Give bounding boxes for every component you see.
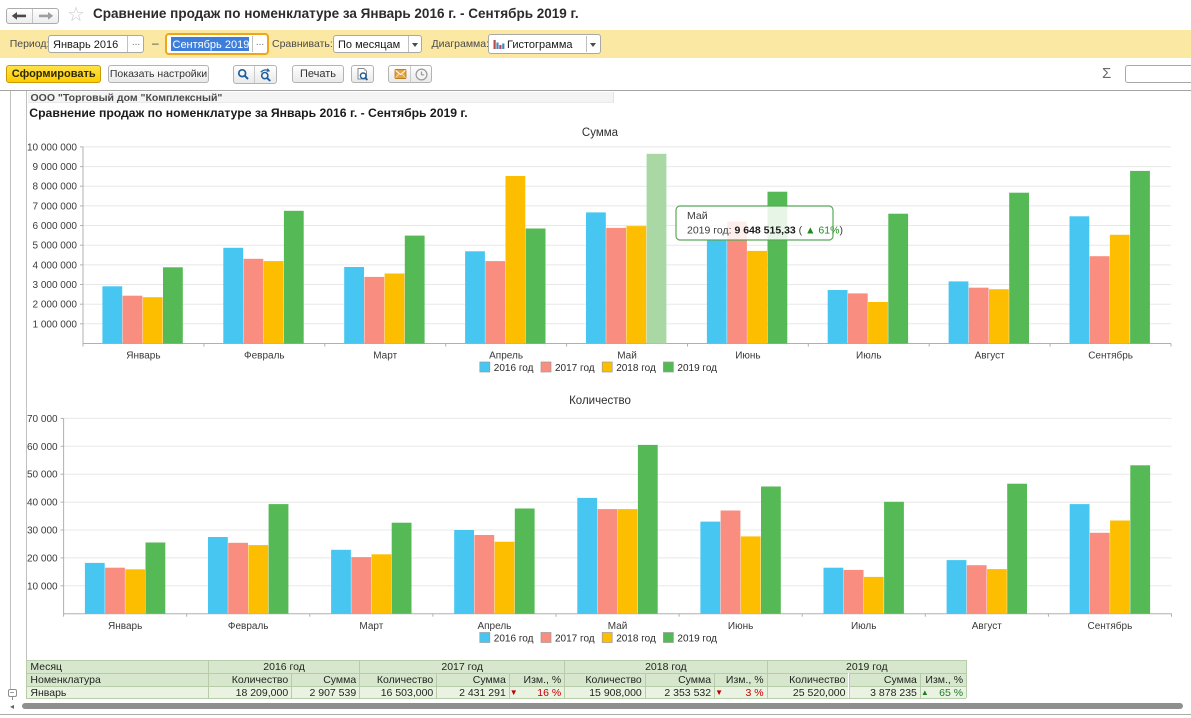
svg-text:Количество: Количество: [569, 395, 631, 407]
svg-text:Март: Март: [373, 351, 397, 362]
svg-text:30 000: 30 000: [27, 526, 58, 537]
svg-text:Апрель: Апрель: [477, 621, 511, 632]
svg-text:2019 год: 9 648 515,33 ( ▲ 61%: 2019 год: 9 648 515,33 ( ▲ 61%): [687, 225, 843, 237]
svg-text:Апрель: Апрель: [489, 351, 523, 362]
svg-text:Сумма: Сумма: [582, 127, 619, 139]
svg-text:Июль: Июль: [856, 351, 882, 362]
svg-text:40 000: 40 000: [27, 498, 58, 509]
svg-text:6 000 000: 6 000 000: [33, 221, 78, 232]
svg-text:2019 год: 2019 год: [677, 634, 717, 645]
svg-text:2016 год: 2016 год: [494, 634, 534, 645]
svg-text:3 000 000: 3 000 000: [33, 280, 78, 291]
svg-text:Сентябрь: Сентябрь: [1087, 620, 1132, 632]
svg-text:Январь: Январь: [108, 621, 142, 632]
svg-text:4 000 000: 4 000 000: [33, 260, 78, 271]
svg-text:2017 год: 2017 год: [555, 634, 595, 645]
svg-text:2 000 000: 2 000 000: [33, 300, 78, 311]
svg-text:10 000: 10 000: [27, 581, 58, 592]
svg-text:Май: Май: [608, 621, 628, 632]
svg-text:Май: Май: [617, 351, 637, 362]
svg-text:2018 год: 2018 год: [616, 634, 656, 645]
svg-text:7 000 000: 7 000 000: [33, 201, 78, 212]
svg-text:Февраль: Февраль: [244, 351, 285, 362]
svg-text:5 000 000: 5 000 000: [33, 241, 78, 252]
svg-text:Июнь: Июнь: [735, 351, 760, 362]
svg-text:2016 год: 2016 год: [494, 363, 534, 374]
svg-text:Июль: Июль: [851, 621, 877, 632]
svg-text:Февраль: Февраль: [228, 621, 269, 632]
svg-text:70 000: 70 000: [27, 414, 58, 425]
svg-text:Январь: Январь: [126, 351, 160, 362]
svg-text:2019 год: 2019 год: [677, 363, 717, 374]
svg-text:2017 год: 2017 год: [555, 363, 595, 374]
svg-text:Сентябрь: Сентябрь: [1088, 350, 1133, 362]
svg-text:Май: Май: [687, 210, 708, 222]
svg-text:60 000: 60 000: [27, 442, 58, 453]
svg-text:8 000 000: 8 000 000: [33, 182, 78, 193]
svg-text:1 000 000: 1 000 000: [33, 319, 78, 330]
svg-text:Август: Август: [975, 351, 1006, 362]
svg-text:Август: Август: [972, 621, 1003, 632]
svg-text:9 000 000: 9 000 000: [33, 162, 78, 173]
svg-text:50 000: 50 000: [27, 470, 58, 481]
svg-text:20 000: 20 000: [27, 553, 58, 564]
svg-text:Июнь: Июнь: [728, 621, 753, 632]
svg-text:10 000 000: 10 000 000: [27, 142, 77, 153]
svg-text:Март: Март: [359, 621, 383, 632]
svg-text:2018 год: 2018 год: [616, 363, 656, 374]
